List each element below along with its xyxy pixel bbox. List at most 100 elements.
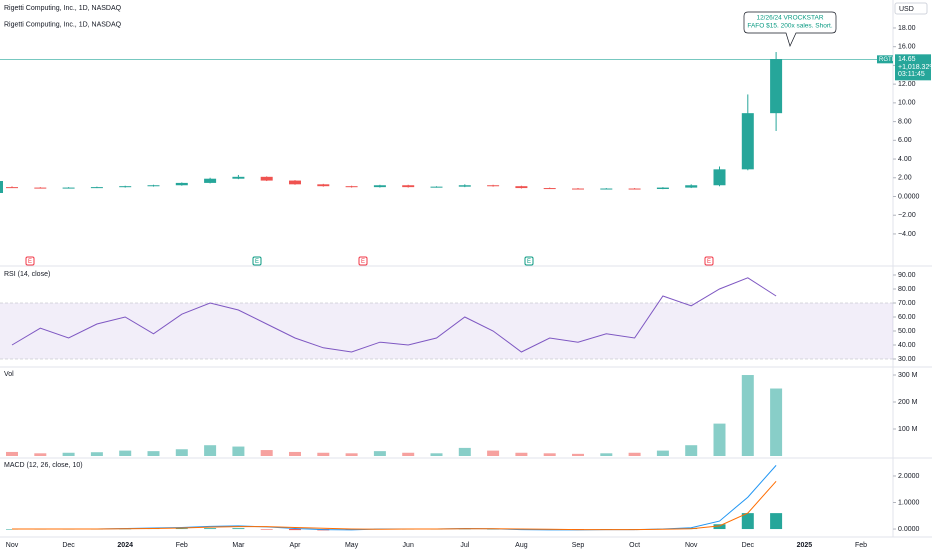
earnings-marker [524, 256, 534, 266]
candle-body [260, 176, 273, 181]
candle-body [430, 186, 443, 188]
x-tick-label: Dec [62, 542, 75, 549]
earnings-label: E [527, 259, 531, 265]
candle-body [90, 187, 103, 189]
volume-bar [487, 450, 500, 456]
currency: USD [899, 6, 914, 13]
candle-body [600, 188, 613, 190]
x-tick-label: Oct [629, 542, 640, 549]
candle-body [232, 176, 245, 179]
y-tick-label: 40.00 [898, 342, 916, 349]
pane-title: Rigetti Computing, Inc., 1D, NASDAQ [4, 21, 122, 28]
pane-title: RSI (14, close) [4, 271, 50, 278]
macd-histogram [487, 529, 500, 530]
y-tick-label: 0.0000 [898, 193, 920, 200]
countdown: 03:11:45 [898, 71, 925, 78]
earnings-label: E [707, 259, 711, 265]
last-price: 14.65 [898, 56, 916, 63]
candle-body [770, 59, 783, 114]
x-tick-label: Apr [290, 542, 302, 549]
volume-bar [147, 451, 160, 456]
volume-bar [572, 453, 584, 456]
y-tick-label: 70.00 [898, 300, 916, 307]
candle-body [317, 184, 330, 187]
candle-body [345, 186, 358, 188]
candle-body [204, 178, 217, 183]
annotation-text: 12/26/24 VROCKSTAR [756, 15, 823, 22]
volume-bar [628, 452, 641, 456]
y-tick-label: −2.00 [898, 212, 916, 219]
symbol-box [877, 55, 893, 64]
macd-histogram [713, 524, 726, 530]
volume-bar [232, 446, 245, 456]
y-tick-label: 2.00 [898, 175, 912, 182]
y-tick-label: 1.0000 [898, 499, 920, 506]
y-tick-label: 90.00 [898, 272, 916, 279]
volume-bar [34, 453, 47, 456]
annotation-text: FAFO $15. 200x sales. Short. [747, 23, 832, 30]
candle-body [373, 185, 386, 188]
volume-bar [458, 447, 471, 456]
x-tick-label: Aug [515, 542, 528, 549]
y-tick-label: 12.00 [898, 81, 916, 88]
candle-body [685, 185, 698, 188]
candle-body [147, 185, 160, 187]
candle-body [515, 186, 528, 189]
earnings-marker [252, 256, 262, 266]
candle-body [543, 188, 556, 190]
candle-body [34, 187, 47, 189]
volume-bar [685, 445, 698, 456]
y-tick-label: 6.00 [898, 137, 912, 144]
candle-body [62, 187, 75, 189]
price-box [895, 54, 931, 81]
volume-bar [430, 453, 443, 456]
volume-bar [345, 453, 358, 456]
candle-body [487, 185, 500, 187]
x-tick-label: Feb [176, 542, 188, 549]
candle-body [458, 185, 471, 187]
volume-bar [770, 388, 783, 456]
candle-body [119, 186, 132, 188]
candle-body [6, 187, 18, 189]
macd-histogram [741, 513, 754, 530]
x-tick-label: Mar [232, 542, 245, 549]
candle-body [628, 188, 641, 190]
volume-bar [175, 449, 188, 456]
earnings-marker [25, 256, 35, 266]
y-tick-label: 4.00 [898, 156, 912, 163]
x-tick-label: Jun [403, 542, 414, 549]
x-tick-label: Nov [685, 542, 698, 549]
y-tick-label: 2.0000 [898, 473, 920, 480]
x-tick-label: Dec [742, 542, 755, 549]
y-tick-label: 100 M [898, 426, 918, 433]
volume-bar [741, 375, 754, 456]
earnings-marker [704, 256, 714, 266]
pane-title: MACD (12, 26, close, 10) [4, 462, 83, 469]
volume-bar [600, 453, 613, 456]
volume-bar [90, 452, 103, 456]
volume-bar [543, 453, 556, 456]
volume-bar [713, 423, 726, 456]
chart-title: Rigetti Computing, Inc., 1D, NASDAQ [4, 5, 122, 12]
currency-box[interactable] [894, 2, 928, 15]
price-change: +1,018.32% [898, 64, 932, 71]
annotation-callout [743, 11, 837, 47]
y-tick-label: 0.0000 [898, 526, 920, 533]
candle-body [656, 187, 669, 189]
x-tick-label: Jul [460, 542, 469, 549]
candle-body [572, 188, 584, 190]
volume-bar [515, 452, 528, 456]
volume-bar [62, 452, 75, 456]
left-marker [0, 181, 3, 193]
y-tick-label: 8.00 [898, 118, 912, 125]
y-tick-label: −4.00 [898, 231, 916, 238]
x-tick-label: Nov [6, 542, 19, 549]
macd-histogram [260, 529, 273, 530]
volume-bar [656, 450, 669, 456]
volume-bar [289, 451, 301, 456]
x-tick-label: 2024 [117, 542, 133, 549]
volume-bar [373, 451, 386, 456]
y-tick-label: 200 M [898, 399, 918, 406]
